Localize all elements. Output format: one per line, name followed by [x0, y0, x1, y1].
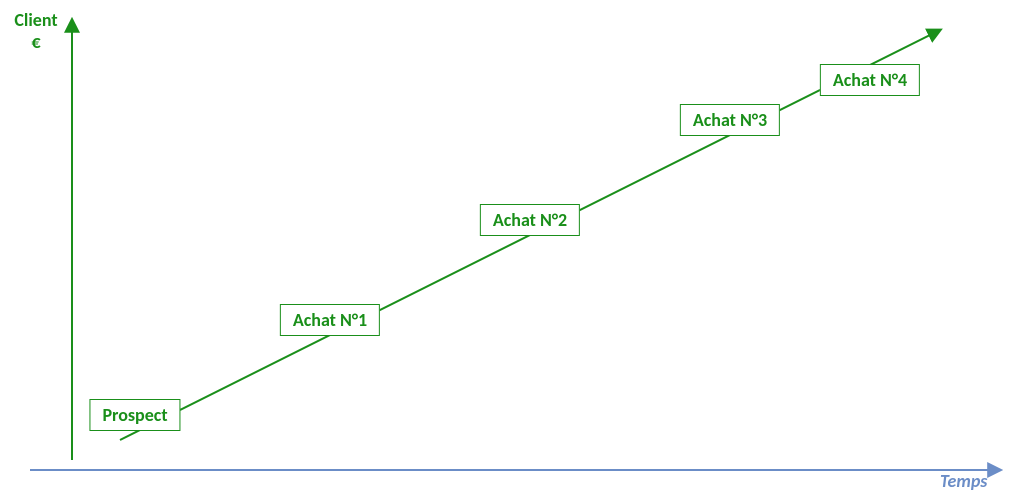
x-axis-label-text: Temps: [940, 470, 987, 492]
node-label: Achat N°4: [833, 69, 907, 91]
diagram-container: { "type": "line-diagram", "canvas": { "w…: [0, 0, 1024, 500]
y-axis-label: Client €: [6, 10, 66, 53]
node-label: Achat N°2: [493, 209, 567, 231]
y-axis-label-line1: Client: [14, 9, 57, 31]
y-axis-label-line2: €: [31, 31, 40, 53]
x-axis-label: Temps: [940, 470, 987, 492]
node-label: Achat N°1: [293, 309, 367, 331]
node-achat-4: Achat N°4: [820, 64, 920, 96]
node-prospect: Prospect: [89, 399, 180, 431]
node-achat-3: Achat N°3: [680, 104, 780, 136]
node-achat-1: Achat N°1: [280, 304, 380, 336]
node-achat-2: Achat N°2: [480, 204, 580, 236]
node-label: Achat N°3: [693, 109, 767, 131]
node-label: Prospect: [102, 404, 167, 426]
